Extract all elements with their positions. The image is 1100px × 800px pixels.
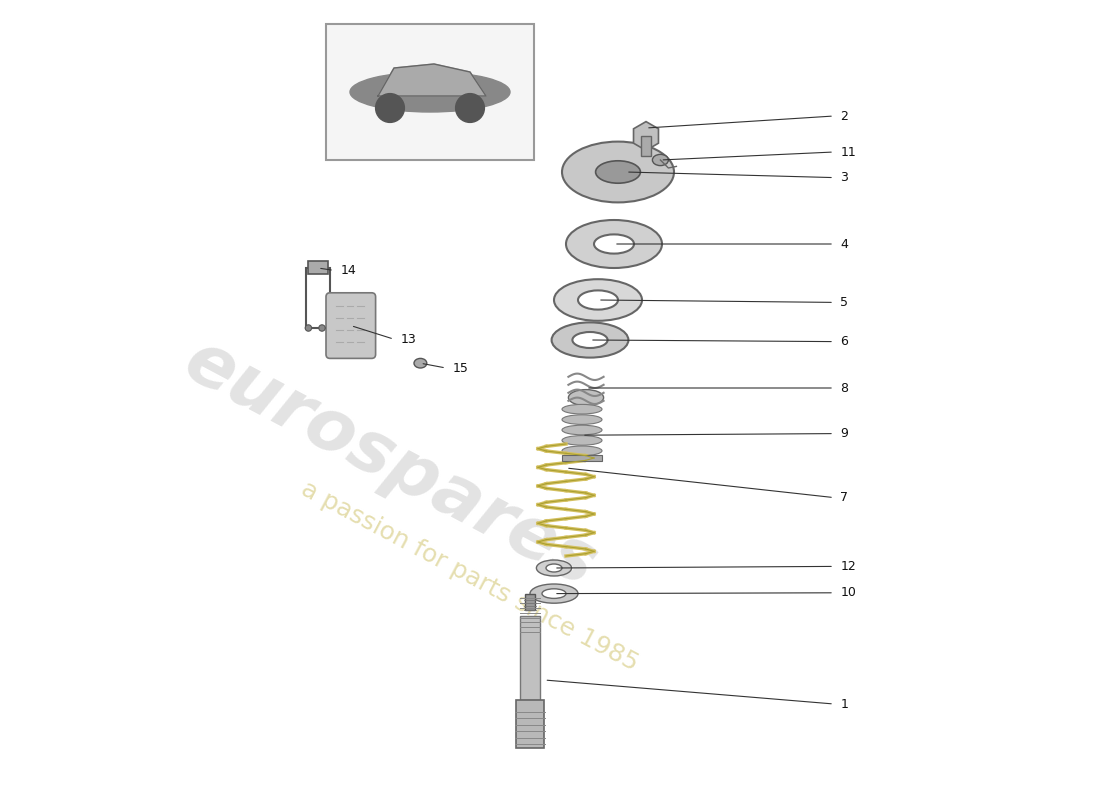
- Ellipse shape: [594, 234, 634, 254]
- Text: 3: 3: [840, 171, 848, 184]
- Ellipse shape: [414, 358, 427, 368]
- Circle shape: [455, 94, 484, 122]
- Ellipse shape: [578, 290, 618, 310]
- Polygon shape: [0, 0, 153, 10]
- Text: 10: 10: [840, 586, 856, 599]
- Ellipse shape: [562, 404, 602, 414]
- Text: 8: 8: [840, 382, 848, 394]
- Circle shape: [305, 325, 311, 331]
- Ellipse shape: [554, 279, 642, 321]
- Bar: [562, 454, 602, 461]
- Bar: [516, 700, 544, 748]
- Text: 5: 5: [840, 296, 848, 309]
- Bar: [306, 268, 330, 328]
- Ellipse shape: [551, 322, 628, 358]
- Text: 12: 12: [840, 560, 856, 573]
- Ellipse shape: [562, 446, 602, 455]
- Text: 9: 9: [840, 427, 848, 440]
- Text: 6: 6: [840, 335, 848, 348]
- Text: 14: 14: [340, 264, 356, 277]
- Text: 4: 4: [840, 238, 848, 250]
- Ellipse shape: [546, 564, 562, 572]
- Text: 1: 1: [840, 698, 848, 710]
- Text: eurospares: eurospares: [173, 326, 608, 602]
- Text: 7: 7: [840, 491, 848, 504]
- Bar: [641, 136, 651, 156]
- FancyBboxPatch shape: [326, 24, 534, 160]
- Ellipse shape: [572, 332, 607, 348]
- Polygon shape: [634, 122, 659, 150]
- Text: 11: 11: [840, 146, 856, 158]
- Ellipse shape: [652, 154, 669, 166]
- Ellipse shape: [566, 220, 662, 268]
- Ellipse shape: [350, 72, 510, 112]
- Polygon shape: [378, 64, 486, 96]
- Text: 15: 15: [452, 362, 469, 374]
- FancyBboxPatch shape: [308, 261, 329, 274]
- Text: 13: 13: [400, 333, 416, 346]
- Circle shape: [375, 94, 405, 122]
- Ellipse shape: [562, 142, 674, 202]
- Ellipse shape: [542, 589, 566, 598]
- Ellipse shape: [562, 426, 602, 435]
- Text: a passion for parts since 1985: a passion for parts since 1985: [297, 477, 642, 675]
- Ellipse shape: [530, 584, 578, 603]
- Ellipse shape: [562, 414, 602, 424]
- Ellipse shape: [537, 560, 572, 576]
- Ellipse shape: [562, 435, 602, 445]
- FancyBboxPatch shape: [326, 293, 375, 358]
- Circle shape: [319, 325, 326, 331]
- Text: 2: 2: [840, 110, 848, 122]
- Ellipse shape: [595, 161, 640, 183]
- Bar: [520, 616, 540, 700]
- Ellipse shape: [569, 390, 604, 406]
- Bar: [525, 594, 535, 610]
